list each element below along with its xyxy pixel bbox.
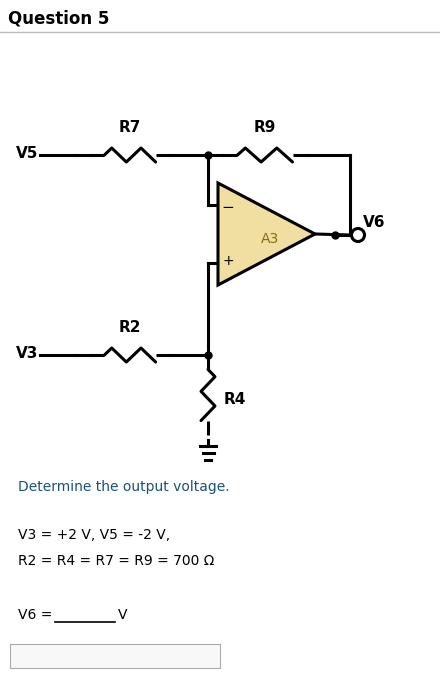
- Polygon shape: [218, 183, 315, 285]
- Text: R7: R7: [119, 120, 141, 135]
- Text: R2: R2: [119, 320, 141, 335]
- Text: V5: V5: [16, 147, 38, 161]
- Text: A3: A3: [261, 232, 280, 246]
- Text: V: V: [118, 608, 128, 622]
- Text: −: −: [222, 200, 235, 215]
- Text: Question 5: Question 5: [8, 10, 110, 28]
- Text: V6 =: V6 =: [18, 608, 57, 622]
- Text: R4: R4: [224, 392, 246, 408]
- FancyBboxPatch shape: [10, 644, 220, 668]
- Text: +: +: [222, 253, 234, 267]
- Text: R2 = R4 = R7 = R9 = 700 Ω: R2 = R4 = R7 = R9 = 700 Ω: [18, 554, 214, 568]
- Text: Determine the output voltage.: Determine the output voltage.: [18, 480, 230, 494]
- Text: V3: V3: [16, 346, 38, 362]
- Text: R9: R9: [254, 120, 276, 135]
- Text: V6: V6: [363, 215, 385, 230]
- Text: V3 = +2 V, V5 = -2 V,: V3 = +2 V, V5 = -2 V,: [18, 528, 170, 542]
